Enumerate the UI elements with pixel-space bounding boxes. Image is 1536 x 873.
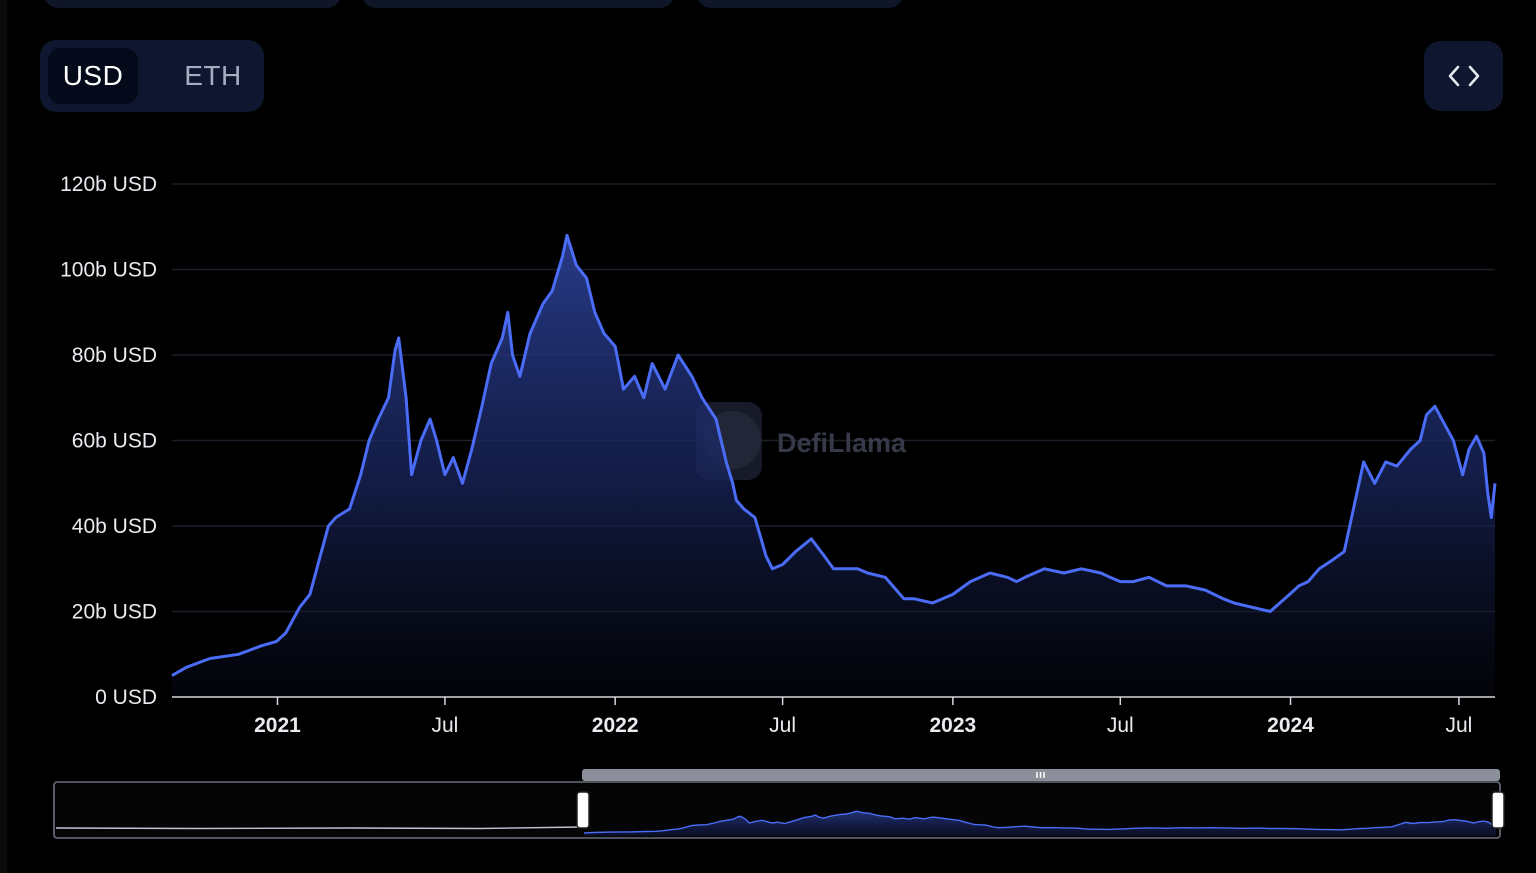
x-tick-label: 2022: [592, 714, 639, 737]
currency-toggle: USD ETH: [40, 40, 264, 112]
brush-overview-area: [584, 811, 1496, 836]
y-axis: 0 USD 20b USD 40b USD 60b USD 80b USD 100b US…: [60, 173, 157, 709]
x-tick-label: 2023: [929, 714, 976, 737]
x-tick-label: Jul: [431, 714, 458, 737]
y-tick-label: 40b USD: [72, 515, 157, 538]
y-tick-label: 20b USD: [72, 601, 157, 624]
x-axis: 2021 Jul 2022 Jul 2023 Jul 2024 Jul: [172, 696, 1495, 737]
code-brackets-icon: [1448, 65, 1479, 87]
brush-overview-line: [583, 810, 1497, 834]
x-tick-label: Jul: [1107, 714, 1134, 737]
y-tick-label: 80b USD: [72, 344, 157, 367]
top-tab-1[interactable]: [44, 0, 341, 8]
left-edge-rule: [0, 0, 7, 873]
usd-toggle-button[interactable]: USD: [48, 48, 138, 104]
embed-button[interactable]: [1424, 41, 1503, 111]
y-tick-label: 0 USD: [95, 686, 157, 709]
x-tick-label: 2021: [254, 714, 301, 737]
top-tab-3[interactable]: [697, 0, 903, 8]
watermark-text: DefiLlama: [777, 428, 907, 458]
range-brush: [53, 769, 1505, 839]
brush-overview-line-unselected: [55, 826, 583, 830]
top-tab-2[interactable]: [362, 0, 674, 8]
grip-icon: [1036, 772, 1045, 778]
y-tick-label: 100b USD: [60, 259, 157, 282]
brush-right-handle[interactable]: [1491, 791, 1505, 829]
brush-left-handle[interactable]: [576, 791, 590, 829]
eth-toggle-button[interactable]: ETH: [184, 60, 242, 91]
y-tick-label: 120b USD: [60, 173, 157, 196]
x-tick-label: Jul: [1445, 714, 1472, 737]
tvl-line: [171, 233, 1497, 677]
x-tick-label: 2024: [1267, 714, 1314, 737]
tvl-area: [172, 235, 1495, 698]
x-tick-label: Jul: [769, 714, 796, 737]
y-tick-label: 60b USD: [72, 430, 157, 453]
